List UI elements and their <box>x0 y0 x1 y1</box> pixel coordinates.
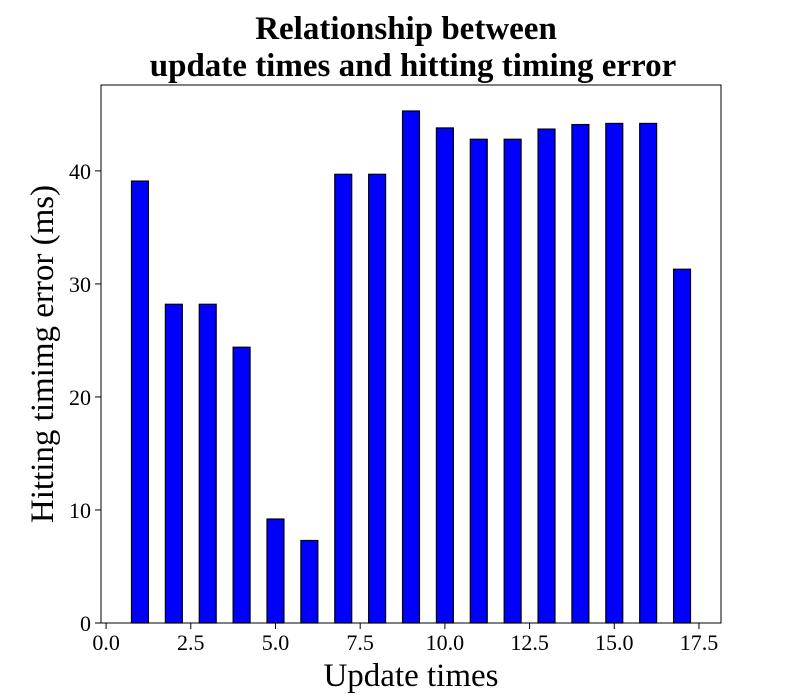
bars-group <box>130 110 692 624</box>
x-axis-label: Update times <box>323 658 498 694</box>
bar-10 <box>435 127 454 624</box>
chart-title-line-1: Relationship between <box>255 11 557 47</box>
x-tick-label: 2.5 <box>177 630 205 655</box>
x-axis-ticks: 0.0 2.5 5.0 7.5 10.0 12.5 15.0 17.5 <box>92 623 718 655</box>
bar-7 <box>334 173 353 624</box>
bar-17 <box>672 268 692 624</box>
x-tick-label: 5.0 <box>262 630 290 655</box>
x-tick-label: 10.0 <box>426 630 465 655</box>
bar-3 <box>198 303 217 624</box>
bar-13 <box>537 128 556 624</box>
x-tick-label: 12.5 <box>510 630 549 655</box>
y-tick-label: 10 <box>69 498 91 523</box>
bar-12 <box>503 138 522 624</box>
y-tick-label: 30 <box>69 272 91 297</box>
bar-5 <box>266 518 285 624</box>
y-tick-label: 40 <box>69 159 91 184</box>
y-axis-ticks: 0 10 20 30 40 <box>69 159 101 636</box>
bar-11 <box>469 138 488 624</box>
x-tick-label: 7.5 <box>346 630 374 655</box>
x-tick-label: 17.5 <box>680 630 719 655</box>
bar-2 <box>164 303 183 624</box>
bar-6 <box>300 539 319 624</box>
y-tick-label: 20 <box>69 385 91 410</box>
bar-16 <box>639 122 658 624</box>
y-tick-label: 0 <box>80 611 91 636</box>
bar-1 <box>130 180 150 624</box>
chart-title-line-2: update times and hitting timing error <box>150 48 676 84</box>
x-tick-label: 15.0 <box>595 630 634 655</box>
bar-15 <box>605 122 624 624</box>
bar-14 <box>571 123 590 624</box>
bar-8 <box>368 173 387 624</box>
x-tick-label: 0.0 <box>92 630 120 655</box>
plot-frame <box>100 84 722 624</box>
y-axis-label: Hitting timimg error (ms) <box>25 185 61 523</box>
bar-4 <box>232 346 251 624</box>
bar-9 <box>401 110 421 624</box>
